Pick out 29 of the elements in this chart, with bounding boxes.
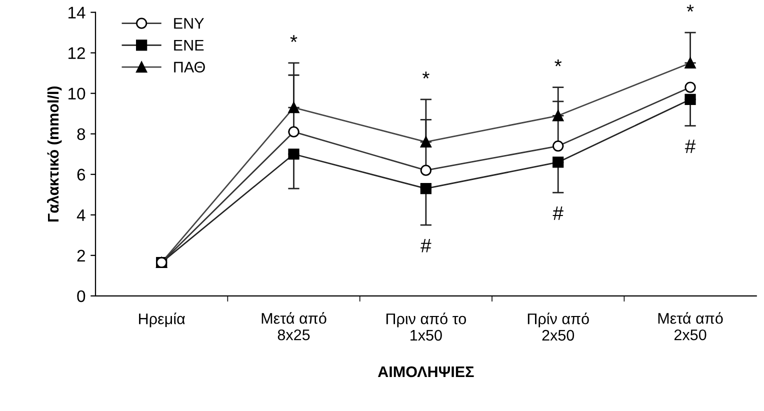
y-tick-label: 2 <box>77 250 85 262</box>
point <box>552 156 564 168</box>
y-tick-label: 4 <box>76 209 86 221</box>
point <box>684 94 696 105</box>
point <box>420 183 432 194</box>
annotation: * <box>290 35 298 42</box>
x-tick-label: Πρίν από 2x50 <box>528 312 589 341</box>
y-tick-label: 0 <box>77 290 86 302</box>
annotation: # <box>420 238 432 252</box>
point <box>288 148 300 160</box>
legend-label: ΕΝΥ <box>174 18 204 29</box>
y-axis-title: Γαλακτικό (mmol/l) <box>47 86 62 222</box>
y-tick-label: 12 <box>68 47 85 59</box>
legend-label: ΠΑΘ <box>174 62 205 73</box>
annotation: * <box>554 59 562 66</box>
annotation: * <box>686 4 694 12</box>
annotation: * <box>422 72 430 78</box>
x-axis-title: ΑΙΜΟΛΗΨΙΕΣ <box>378 366 474 378</box>
y-tick-label: 10 <box>68 88 86 100</box>
y-tick-label: 14 <box>68 6 86 18</box>
x-tick-label: Πριν από το 1x50 <box>386 312 466 341</box>
legend-label: ΕΝΕ <box>174 40 204 51</box>
y-tick-label: 6 <box>77 168 86 181</box>
annotation: # <box>552 206 564 220</box>
x-tick-label: Μετά από 8x25 <box>262 312 326 340</box>
x-tick-label: Ηρεμία <box>139 312 185 328</box>
annotation: # <box>684 140 696 154</box>
x-tick-label: Μετά από 2x50 <box>658 312 723 340</box>
y-tick-label: 8 <box>77 128 86 140</box>
